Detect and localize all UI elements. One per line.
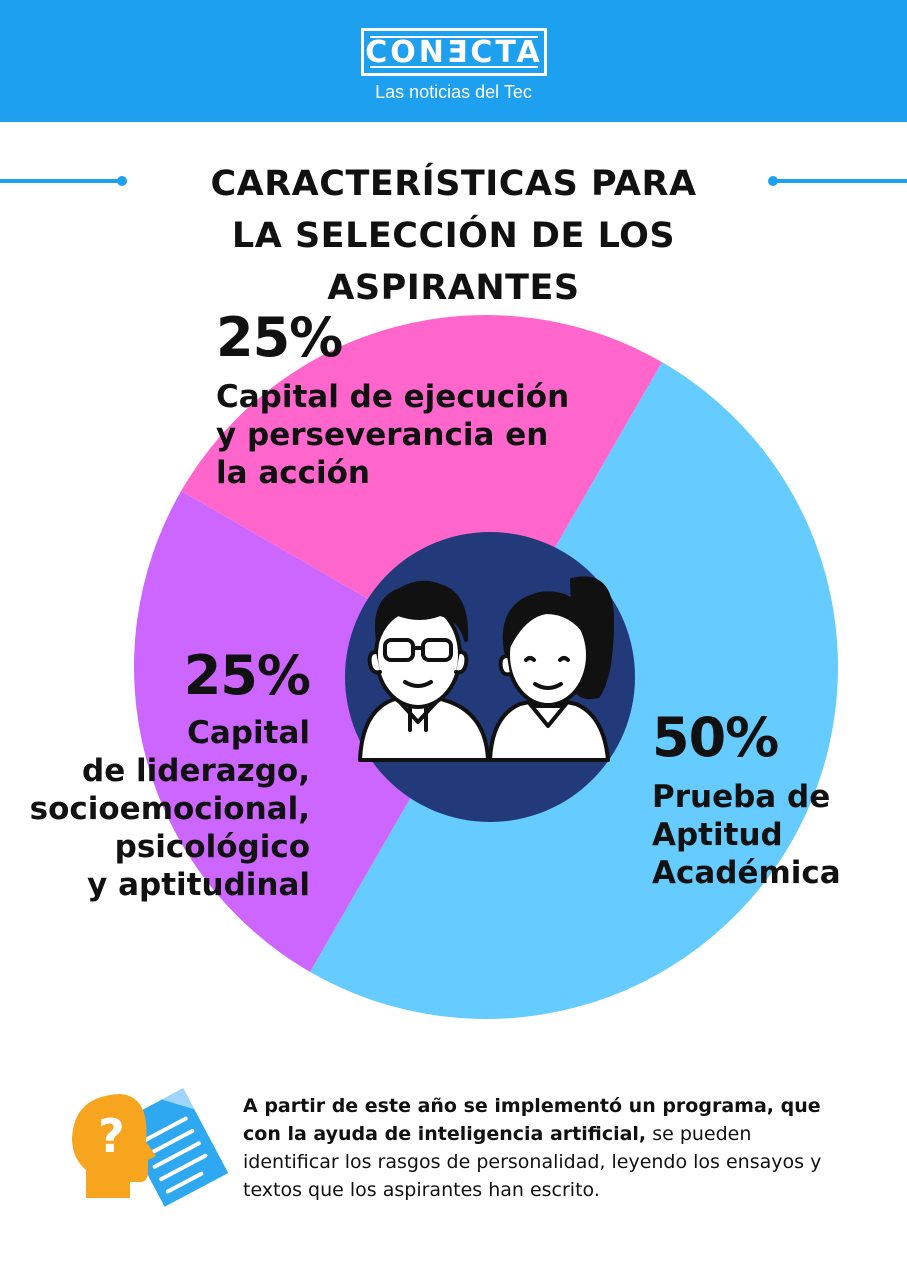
slice-label-liderazgo: Capital de liderazgo, socioemocional, ps… — [10, 714, 310, 904]
label-line: Capital de ejecución — [216, 379, 570, 415]
title-line-1: Características para — [210, 164, 697, 204]
brand-logo[interactable]: CONƎCTA — [361, 28, 547, 76]
label-line: Académica — [652, 855, 841, 891]
head-icon — [72, 1094, 156, 1198]
footer-bold-text: A partir de este año se implementó un pr… — [243, 1095, 821, 1145]
label-line: y perseverancia en — [216, 417, 549, 453]
label-line: Aptitud — [652, 817, 783, 853]
pie-slice-2 — [181, 315, 662, 667]
slice-value-ejecucion: 25% — [216, 306, 343, 369]
divider-dot — [768, 176, 778, 186]
label-line: Capital — [187, 715, 310, 751]
title-divider-right — [768, 176, 907, 186]
label-line: psicológico — [114, 829, 310, 865]
document-icon — [119, 1088, 228, 1207]
girl-icon — [488, 576, 614, 762]
footer-regular-text: se pueden identificar los rasgos de pers… — [243, 1123, 822, 1201]
label-line: Prueba de — [652, 779, 831, 815]
brand-tagline: Las noticias del Tec — [375, 82, 532, 102]
footer-note: A partir de este año se implementó un pr… — [243, 1092, 843, 1204]
slice-value-liderazgo: 25% — [183, 644, 311, 707]
divider-dot — [117, 176, 127, 186]
page-title: Características para la selección de los… — [100, 158, 807, 314]
head-question-document-icon: ? — [72, 1088, 228, 1207]
title-divider-left — [0, 176, 127, 186]
slice-label-ejecucion: Capital de ejecución y perseverancia en … — [216, 378, 569, 492]
header-bar: CONƎCTA Las noticias del Tec — [0, 0, 907, 122]
two-students-icon — [345, 532, 635, 822]
title-line-2: la selección de los aspirantes — [231, 216, 676, 308]
brand-name: CONƎCTA — [365, 34, 543, 70]
label-line: y aptitudinal — [87, 867, 310, 903]
label-line: de liderazgo, — [82, 753, 310, 789]
question-mark-icon: ? — [98, 1109, 125, 1163]
pie-slice-1 — [133, 491, 486, 972]
slice-value-prueba: 50% — [652, 706, 779, 769]
slice-label-prueba: Prueba de Aptitud Académica — [652, 778, 841, 892]
label-line: socioemocional, — [29, 791, 310, 827]
label-line: la acción — [216, 455, 371, 491]
boy-icon — [358, 580, 490, 762]
